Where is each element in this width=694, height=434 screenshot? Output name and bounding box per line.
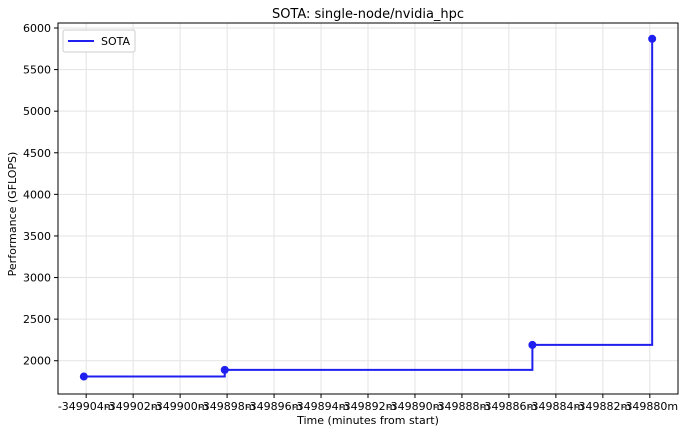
y-tick-label: 5500 [23, 64, 51, 77]
legend-label: SOTA [101, 35, 131, 48]
legend-box [62, 29, 136, 53]
x-axis-label: Time (minutes from start) [296, 414, 439, 427]
data-point [79, 372, 88, 381]
y-tick-label: 3000 [23, 272, 51, 285]
y-axis-ticks: 2000 2500 3000 3500 4000 4500 5000 5500 6000 [23, 22, 58, 368]
x-tick-label: -349880m [621, 400, 678, 413]
x-tick-label: -349888m [434, 400, 491, 413]
x-tick-label: -349902m [105, 400, 162, 413]
y-axis-label: Performance (GFLOPS) [6, 152, 19, 277]
series-line [83, 38, 654, 378]
x-tick-label: -349882m [575, 400, 632, 413]
y-tick-label: 5000 [23, 105, 51, 118]
y-tick-label: 2000 [23, 355, 51, 368]
x-axis-ticks: -349904m-349902m-349900m-349898m-349896m… [58, 394, 678, 413]
x-tick-label: -349904m [58, 400, 115, 413]
chart-title: SOTA: single-node/nvidia_hpc [272, 7, 464, 22]
x-tick-label: -349898m [199, 400, 256, 413]
data-point [220, 365, 229, 374]
y-tick-label: 3500 [23, 230, 51, 243]
y-tick-label: 2500 [23, 313, 51, 326]
x-tick-label: -349896m [246, 400, 303, 413]
y-tick-label: 4000 [23, 188, 51, 201]
y-tick-label: 4500 [23, 147, 51, 160]
plot-area [79, 34, 657, 381]
y-tick-label: 6000 [23, 22, 51, 35]
data-point [648, 34, 657, 43]
x-tick-label: -349900m [152, 400, 209, 413]
x-tick-label: -349890m [387, 400, 444, 413]
legend: SOTA [62, 29, 136, 53]
x-tick-label: -349884m [528, 400, 585, 413]
x-tick-label: -349886m [481, 400, 538, 413]
data-point [528, 340, 537, 349]
grid [58, 23, 678, 394]
x-tick-label: -349892m [340, 400, 397, 413]
x-tick-label: -349894m [293, 400, 350, 413]
